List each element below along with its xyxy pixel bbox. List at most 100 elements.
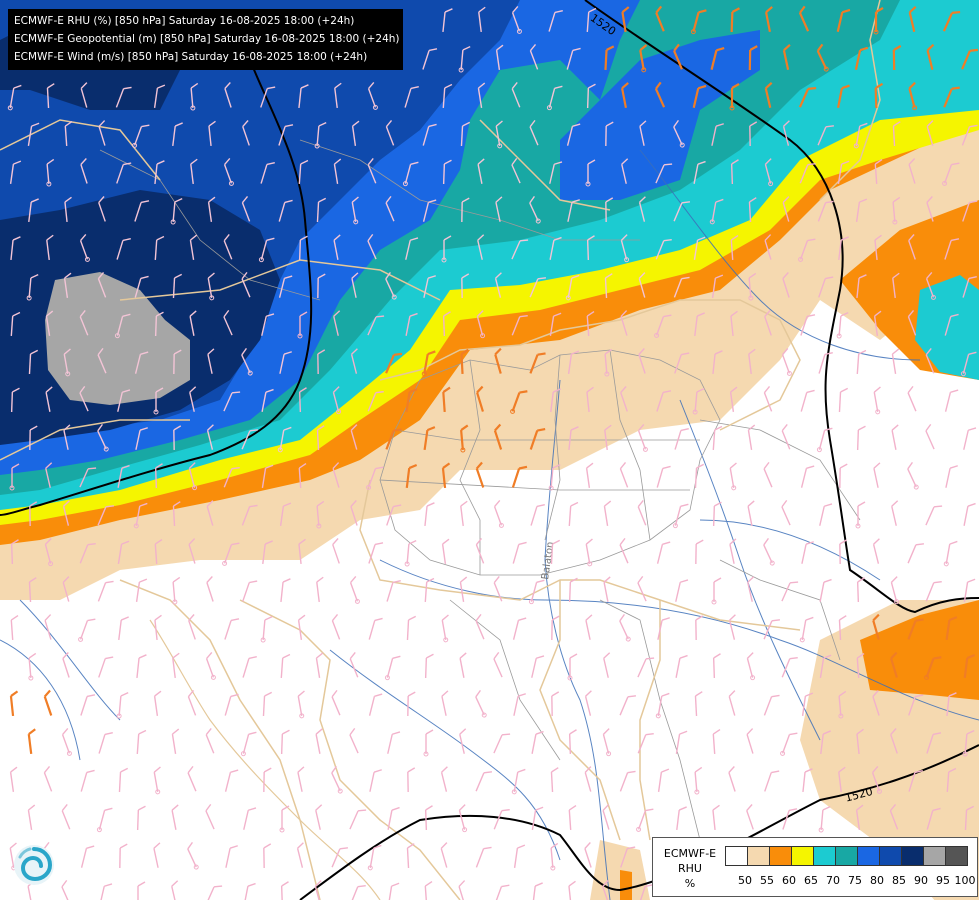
wind-barb	[945, 616, 958, 641]
wind-barb	[98, 656, 114, 678]
wind-barb	[385, 119, 395, 146]
wind-barb	[874, 234, 882, 261]
wind-barb	[494, 347, 502, 374]
wind-barb	[695, 539, 704, 565]
wind-barb	[45, 462, 53, 488]
legend-tick-label: 90	[914, 874, 928, 887]
wind-barb	[99, 883, 113, 900]
wind-barb	[548, 464, 561, 491]
wind-barb	[605, 121, 614, 147]
legend-swatch	[945, 846, 968, 866]
wind-barb	[874, 82, 884, 109]
wind-barb	[316, 197, 327, 223]
wind-barb	[262, 540, 273, 565]
wind-barb	[656, 465, 671, 488]
wind-barb	[297, 614, 306, 641]
wind-barb	[80, 769, 95, 792]
wind-barb	[748, 348, 756, 375]
wind-barb	[839, 539, 848, 565]
wind-barb	[855, 501, 866, 529]
wind-barb	[332, 386, 342, 415]
wind-barb	[620, 234, 630, 263]
wind-barb	[942, 162, 960, 186]
wind-barb	[746, 728, 754, 754]
wind-barb	[402, 161, 419, 187]
wind-barb	[585, 462, 594, 489]
wind-barb	[63, 424, 71, 450]
wind-barb	[566, 123, 581, 146]
wind-barb	[890, 576, 900, 605]
wind-barb	[46, 158, 55, 187]
wind-barb	[493, 499, 504, 528]
wind-barb	[963, 502, 976, 526]
wind-barb	[511, 81, 521, 108]
wind-barb	[80, 82, 88, 108]
wind-barb	[406, 843, 415, 869]
wind-barb	[460, 348, 469, 375]
wind-barb	[782, 196, 790, 222]
wind-barb	[962, 275, 977, 298]
wind-barb	[136, 729, 147, 755]
wind-barb	[298, 387, 307, 413]
wind-barb	[118, 616, 129, 641]
wind-barb	[458, 804, 468, 833]
wind-barb	[171, 804, 179, 830]
wind-barb	[9, 160, 22, 185]
wind-barb	[240, 731, 257, 757]
wind-barb	[475, 846, 492, 868]
wind-barb	[45, 310, 54, 336]
wind-barb	[79, 467, 97, 488]
wind-barb	[79, 233, 90, 262]
wind-barb	[170, 198, 183, 225]
wind-barb	[673, 43, 683, 70]
wind-barb	[837, 84, 850, 109]
wind-barb	[258, 237, 275, 263]
wind-barb	[189, 310, 197, 336]
wind-barb	[529, 119, 539, 146]
wind-barb	[568, 577, 578, 603]
legend-swatch	[791, 846, 814, 866]
wind-barb	[298, 462, 307, 489]
wind-barb	[9, 766, 18, 793]
wind-barb	[817, 200, 834, 222]
wind-barb	[568, 729, 577, 755]
wind-barb	[604, 45, 615, 71]
wind-barb	[207, 348, 215, 374]
wind-barb	[225, 845, 238, 868]
wind-barb	[529, 277, 546, 298]
wind-barb	[925, 580, 942, 602]
wind-barb	[568, 501, 579, 527]
legend-swatch	[923, 846, 946, 866]
wind-barb	[134, 351, 149, 374]
wind-barb	[172, 122, 183, 147]
wind-barb	[874, 158, 883, 185]
wind-barb	[78, 618, 96, 642]
wind-barb	[350, 424, 358, 450]
wind-barb	[423, 426, 436, 451]
wind-barb	[619, 613, 631, 642]
wind-barb	[171, 728, 180, 754]
wind-barb	[385, 352, 403, 374]
wind-barb	[800, 389, 815, 412]
wind-barb	[712, 350, 723, 375]
wind-barb	[799, 616, 814, 643]
wind-barb	[385, 271, 397, 300]
wind-barb	[45, 386, 53, 412]
wind-barb	[350, 500, 358, 526]
wind-barb	[28, 349, 39, 375]
wind-barb	[712, 653, 721, 679]
wind-barb	[351, 120, 360, 147]
wind-barb	[695, 615, 704, 641]
wind-barb	[529, 43, 539, 70]
wind-barb	[224, 769, 239, 792]
wind-barb	[710, 47, 725, 70]
wind-barb	[838, 690, 847, 719]
wind-barb	[206, 576, 214, 602]
wind-barb	[586, 310, 595, 337]
legend-swatch	[879, 846, 902, 866]
wind-barb	[818, 351, 833, 374]
wind-barb	[782, 272, 790, 298]
wind-barb	[367, 81, 378, 110]
wind-barb	[818, 806, 831, 833]
